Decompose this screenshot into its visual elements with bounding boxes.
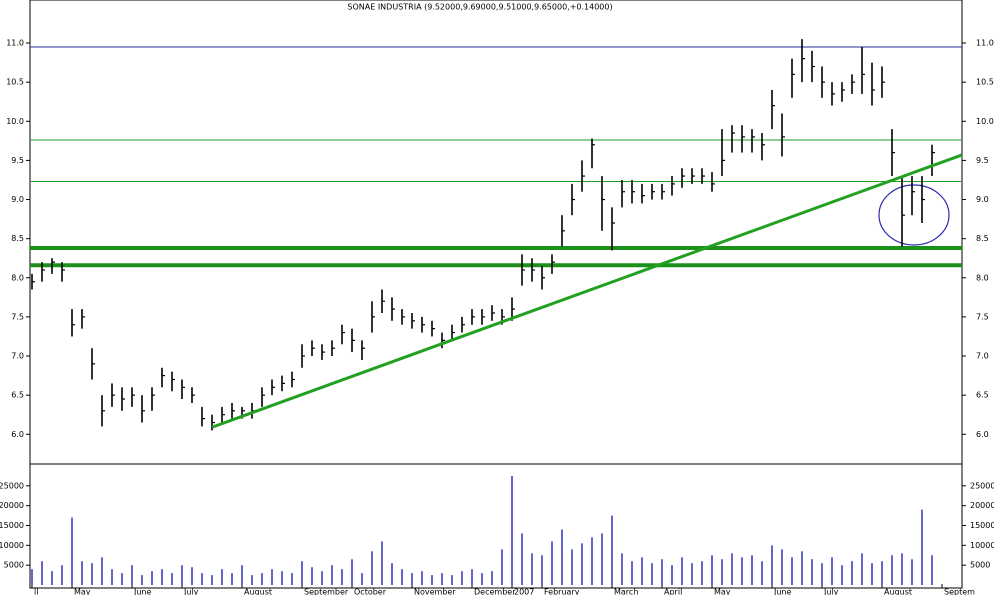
x-tick-label: October [354, 588, 387, 595]
x-tick-label: May [714, 588, 731, 595]
y-tick-label-right: 11.0 [976, 39, 994, 48]
y-tick-label-right: 9.0 [976, 195, 989, 204]
x-tick-label: March [614, 588, 638, 595]
y-tick-label-right: 6.0 [976, 430, 989, 439]
x-tick-label: Septem [944, 588, 975, 595]
y-tick-label-right: 10.0 [976, 117, 994, 126]
y2-tick-label-right: 10000 [970, 541, 994, 550]
x-tick-label: August [244, 588, 272, 595]
x-tick-label: April [664, 588, 682, 595]
y2-tick-label-right: 20000 [970, 501, 994, 510]
y2-tick-label: 5000 [4, 561, 24, 570]
plot-frame [29, 0, 963, 589]
x-tick-label: June [133, 588, 152, 595]
y-tick-label: 10.0 [6, 117, 24, 126]
x-tick-label: July [183, 588, 199, 595]
y2-tick-label-right: 15000 [970, 521, 994, 530]
y-tick-label: 6.5 [11, 391, 24, 400]
highlight-ellipse [878, 184, 950, 246]
y-tick-label: 9.0 [11, 195, 24, 204]
y-tick-label-right: 7.5 [976, 312, 989, 321]
x-tick-label: May [74, 588, 91, 595]
y-tick-label-right: 6.5 [976, 391, 989, 400]
x-tick-label: September [304, 588, 349, 595]
y-tick-label: 9.5 [11, 156, 24, 165]
trendline [211, 153, 963, 429]
y-tick-label-right: 9.5 [976, 156, 989, 165]
y-tick-label: 8.0 [11, 273, 24, 282]
y-tick-label: 7.0 [11, 352, 24, 361]
y-tick-label: 8.5 [11, 234, 24, 243]
y-tick-label-right: 8.0 [976, 273, 989, 282]
x-tick-label: June [773, 588, 792, 595]
y-tick-label-right: 8.5 [976, 234, 989, 243]
y-tick-label: 6.0 [11, 430, 24, 439]
x-tick-label: December [474, 588, 516, 595]
x-tick-label: February [544, 588, 580, 595]
y-tick-label: 7.5 [11, 312, 24, 321]
y2-tick-label-right: 5000 [970, 561, 990, 570]
x-tick-label: 2007 [514, 588, 534, 595]
y-tick-label-right: 7.0 [976, 352, 989, 361]
y-tick-label: 10.5 [6, 78, 24, 87]
y2-tick-label-right: 25000 [970, 481, 994, 490]
y2-tick-label: 10000 [0, 541, 24, 550]
chart-title: SONAE INDUSTRIA (9.52000,9.69000,9.51000… [347, 3, 612, 12]
y-tick-label-right: 10.5 [976, 78, 994, 87]
y-tick-label: 11.0 [6, 39, 24, 48]
y2-tick-label: 25000 [0, 481, 24, 490]
x-tick-label: August [884, 588, 912, 595]
x-tick-label: November [414, 588, 456, 595]
x-tick-label: July [823, 588, 839, 595]
y2-tick-label: 15000 [0, 521, 24, 530]
x-tick-label: ll [34, 588, 38, 595]
y2-tick-label: 20000 [0, 501, 24, 510]
